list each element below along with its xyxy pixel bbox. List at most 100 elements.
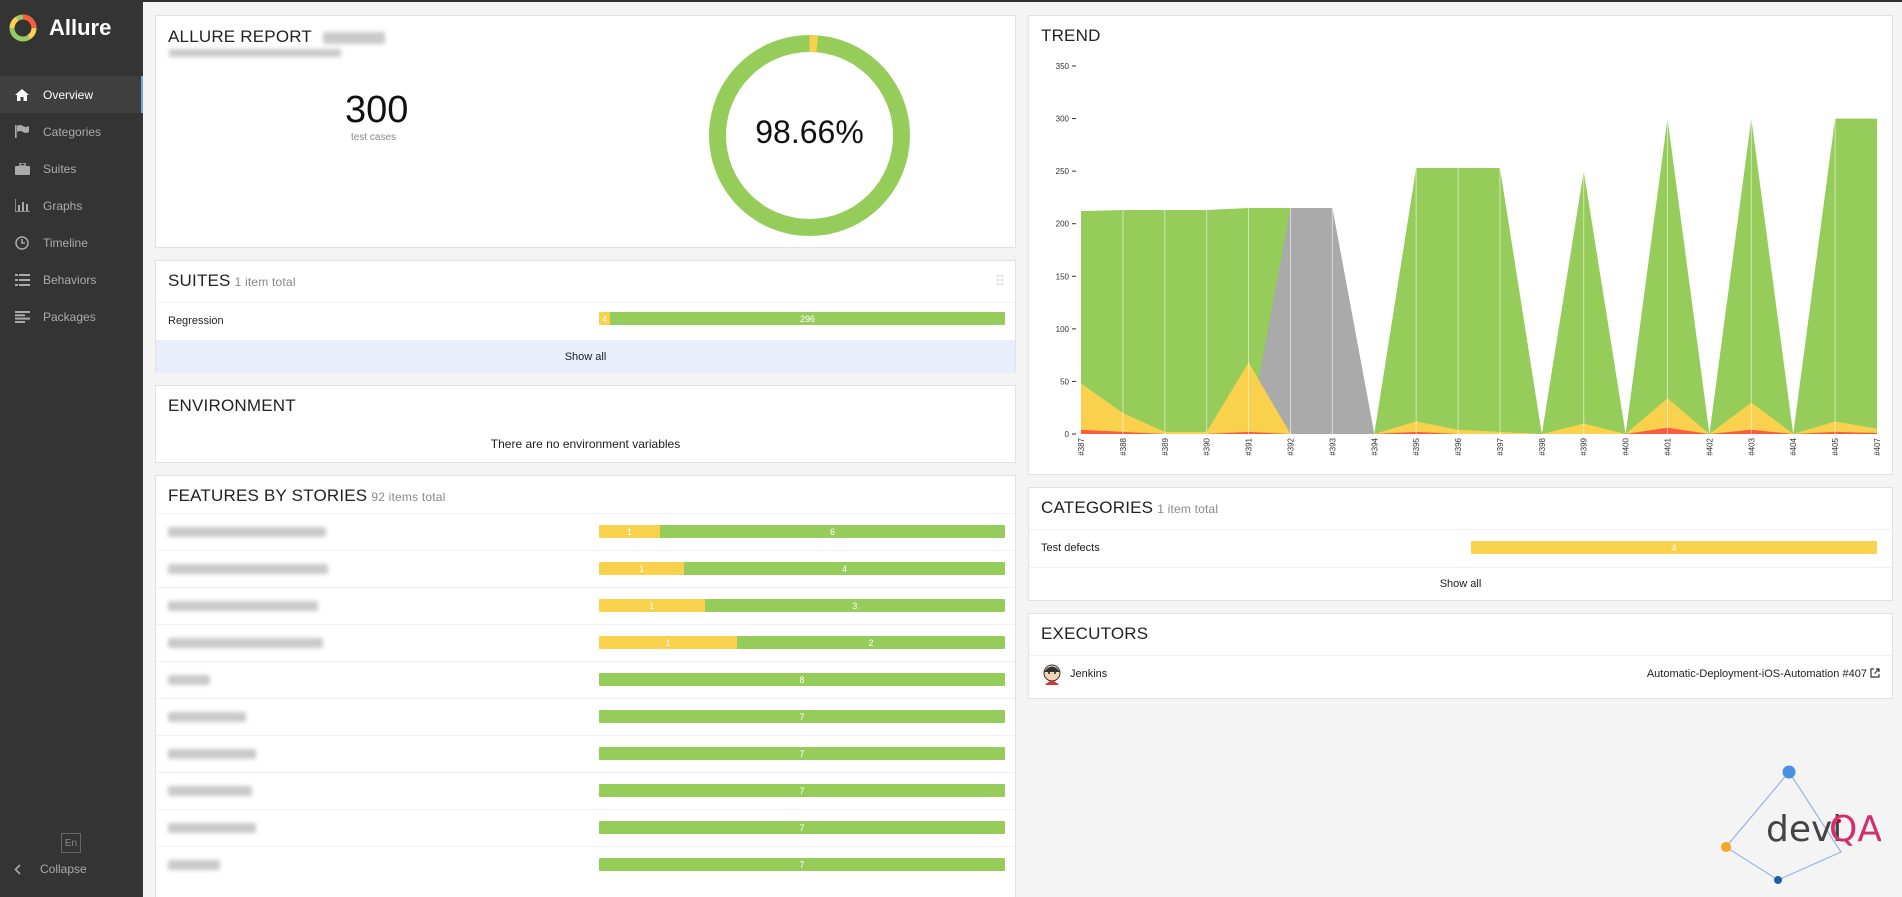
feature-name-redacted <box>168 860 220 870</box>
trend-x-tick-label: #398 <box>1538 437 1547 455</box>
trend-x-tick-label: #407 <box>1873 437 1882 455</box>
sidebar-item-packages[interactable]: Packages <box>0 298 143 335</box>
allure-logo-icon <box>9 14 37 42</box>
collapse-label: Collapse <box>40 862 87 876</box>
feature-name-redacted <box>168 749 256 759</box>
executors-title: EXECUTORS <box>1041 624 1149 643</box>
trend-passed-area <box>1081 118 1877 435</box>
categories-show-all-button[interactable]: Show all <box>1029 567 1892 600</box>
feature-passed-segment: 7 <box>599 821 1005 834</box>
drag-handle-icon[interactable] <box>997 275 1003 285</box>
trend-x-tick-label: #401 <box>1664 437 1673 455</box>
main-content: ALLURE REPORT 300 test cases 98.66% SUIT… <box>143 0 1902 897</box>
trend-x-tick-label: #403 <box>1747 437 1756 455</box>
align-left-icon <box>13 308 31 326</box>
feature-row[interactable]: 7 <box>156 772 1015 809</box>
trend-x-tick-label: #404 <box>1789 437 1798 455</box>
trend-y-tick-label: 0 <box>1065 430 1070 439</box>
feature-passed-segment: 7 <box>599 710 1005 723</box>
trend-x-tick-label: #388 <box>1119 437 1128 455</box>
feature-name-redacted <box>168 712 246 722</box>
feature-row[interactable]: 7 <box>156 735 1015 772</box>
trend-y-tick-label: 300 <box>1056 115 1070 124</box>
feature-name-redacted <box>168 564 328 574</box>
sidebar-item-label: Suites <box>43 161 77 176</box>
suite-status-bar: 4 296 <box>599 312 1005 325</box>
sidebar-item-label: Graphs <box>43 198 83 213</box>
suite-passed-segment: 296 <box>610 312 1005 325</box>
category-broken-segment: 4 <box>1471 541 1877 554</box>
feature-name-redacted <box>168 527 326 537</box>
briefcase-icon <box>13 160 31 178</box>
report-title: ALLURE REPORT <box>168 27 385 47</box>
language-selector[interactable]: En <box>61 833 81 853</box>
trend-chart: 0 50 100 150 200 250 300 350 #387 #388 #389 #390 #39… <box>1056 62 1882 456</box>
feature-status-bar: 7 <box>599 784 1005 797</box>
success-rate-percent: 98.66% <box>755 114 864 150</box>
feature-passed-segment: 8 <box>599 673 1005 686</box>
trend-x-tick-label: #395 <box>1412 437 1421 455</box>
trend-y-tick-label: 100 <box>1056 325 1070 334</box>
suite-name: Regression <box>168 315 224 327</box>
sidebar-item-suites[interactable]: Suites <box>0 150 143 187</box>
sidebar-item-overview[interactable]: Overview <box>0 76 143 113</box>
jenkins-icon <box>1043 664 1061 685</box>
feature-name-redacted <box>168 823 256 833</box>
feature-name-redacted <box>168 786 252 796</box>
sidebar-item-label: Overview <box>43 87 94 102</box>
flag-icon <box>13 123 31 141</box>
suites-show-all-button[interactable]: Show all <box>156 340 1015 373</box>
sidebar-item-label: Packages <box>43 309 96 324</box>
trend-x-tick-label: #396 <box>1454 437 1463 455</box>
report-time-redacted <box>169 49 341 57</box>
sidebar-item-behaviors[interactable]: Behaviors <box>0 261 143 298</box>
category-row[interactable]: Test defects 4 <box>1029 529 1892 566</box>
sidebar-item-graphs[interactable]: Graphs <box>0 187 143 224</box>
feature-row[interactable]: 7 <box>156 846 1015 883</box>
feature-status-bar: 7 <box>599 858 1005 871</box>
environment-widget: ENVIRONMENT There are no environment var… <box>155 385 1016 463</box>
executor-name: Jenkins <box>1070 668 1108 680</box>
suite-row[interactable]: Regression 4 296 <box>156 302 1015 339</box>
category-name: Test defects <box>1041 542 1100 554</box>
trend-unknown-area <box>1081 207 1877 434</box>
sidebar-item-timeline[interactable]: Timeline <box>0 224 143 261</box>
feature-row[interactable]: 7 <box>156 809 1015 846</box>
trend-failed-area <box>1081 427 1877 434</box>
suite-broken-segment: 4 <box>599 312 610 325</box>
executor-build-link[interactable]: Automatic-Deployment-iOS-Automation #407 <box>1647 668 1880 680</box>
environment-title: ENVIRONMENT <box>168 396 296 415</box>
trend-x-tick-label: #394 <box>1370 437 1379 455</box>
trend-x-tick-label: #397 <box>1496 437 1505 455</box>
feature-passed-segment: 7 <box>599 858 1005 871</box>
features-title: FEATURES BY STORIES 92 items total <box>168 486 446 505</box>
feature-row[interactable]: 8 <box>156 661 1015 698</box>
categories-title: CATEGORIES 1 item total <box>1041 498 1219 517</box>
summary-widget: ALLURE REPORT 300 test cases 98.66% <box>155 15 1016 248</box>
sidebar-item-label: Behaviors <box>43 272 97 287</box>
brand[interactable]: Allure <box>0 0 143 56</box>
watermark-text-b: QA <box>1829 809 1881 850</box>
suites-widget: SUITES 1 item total Regression 4 296 Show… <box>155 260 1016 373</box>
trend-x-tick-label: #391 <box>1245 437 1254 455</box>
feature-status-bar: 7 <box>599 747 1005 760</box>
collapse-button[interactable]: Collapse <box>14 862 87 876</box>
feature-status-bar: 8 <box>599 673 1005 686</box>
trend-x-tick-label: #399 <box>1580 437 1589 455</box>
feature-row[interactable]: 7 <box>156 698 1015 735</box>
sidebar-item-categories[interactable]: Categories <box>0 113 143 150</box>
feature-passed-segment: 7 <box>599 784 1005 797</box>
trend-x-tick-label: #402 <box>1705 437 1714 455</box>
feature-status-bar: 7 <box>599 710 1005 723</box>
feature-passed-segment: 7 <box>599 747 1005 760</box>
executor-row[interactable]: Jenkins Automatic-Deployment-iOS-Automat… <box>1029 655 1892 695</box>
feature-name-redacted <box>168 601 318 611</box>
trend-x-tick-label: #387 <box>1077 437 1086 455</box>
